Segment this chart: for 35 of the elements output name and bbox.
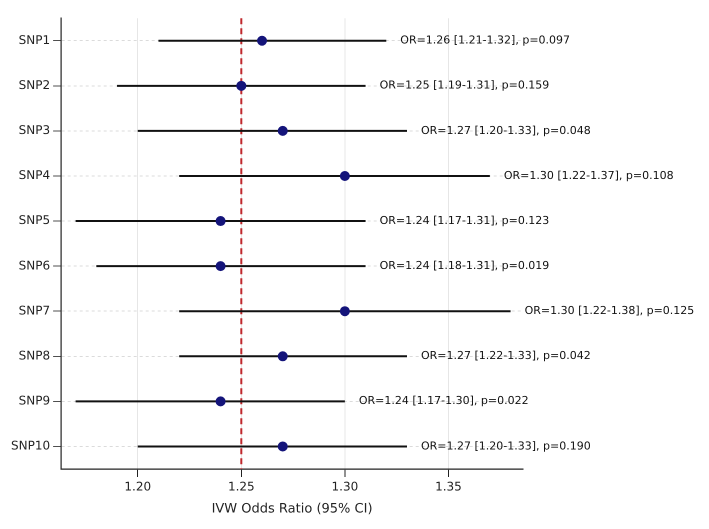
annotation: OR=1.25 [1.19-1.31], p=0.159 (380, 78, 550, 92)
point (216, 216, 226, 226)
y-tick-label: SNP7 (18, 303, 50, 318)
annotation: OR=1.24 [1.17-1.31], p=0.123 (380, 214, 550, 227)
y-tick-label: SNP9 (18, 394, 50, 408)
x-axis-title: IVW Odds Ratio (95% CI) (212, 502, 373, 517)
x-tick-label: 1.30 (332, 479, 358, 494)
y-tick-label: SNP1 (18, 32, 50, 47)
y-tick-label: SNP8 (18, 348, 50, 362)
point (278, 441, 288, 452)
annotation: OR=1.30 [1.22-1.38], p=0.125 (524, 304, 694, 318)
annotation: OR=1.24 [1.18-1.31], p=0.019 (380, 259, 550, 272)
annotation: OR=1.27 [1.22-1.33], p=0.042 (421, 349, 591, 362)
y-tick-label: SNP2 (18, 78, 50, 92)
y-tick-label: SNP10 (10, 438, 50, 453)
y-tick-label: SNP6 (18, 258, 50, 272)
point (340, 170, 350, 181)
point (278, 126, 288, 136)
annotation: OR=1.27 [1.20-1.33], p=0.048 (421, 124, 591, 137)
point (340, 306, 350, 316)
y-tick-label: SNP5 (18, 213, 50, 228)
x-tick-label: 1.20 (124, 479, 152, 494)
y-tick-label: SNP4 (18, 168, 50, 182)
point (278, 351, 288, 362)
annotation: OR=1.30 [1.22-1.37], p=0.108 (504, 168, 674, 182)
annotation: OR=1.26 [1.21-1.32], p=0.097 (400, 34, 570, 47)
annotation: OR=1.24 [1.17-1.30], p=0.022 (358, 394, 529, 408)
point (236, 80, 246, 91)
point (216, 261, 226, 272)
y-tick-label: SNP3 (18, 123, 50, 138)
point (216, 396, 226, 406)
annotation: OR=1.27 [1.20-1.33], p=0.190 (421, 439, 591, 452)
x-tick-label: 1.25 (228, 479, 255, 494)
point (257, 36, 268, 46)
x-tick-label: 1.35 (435, 479, 462, 494)
